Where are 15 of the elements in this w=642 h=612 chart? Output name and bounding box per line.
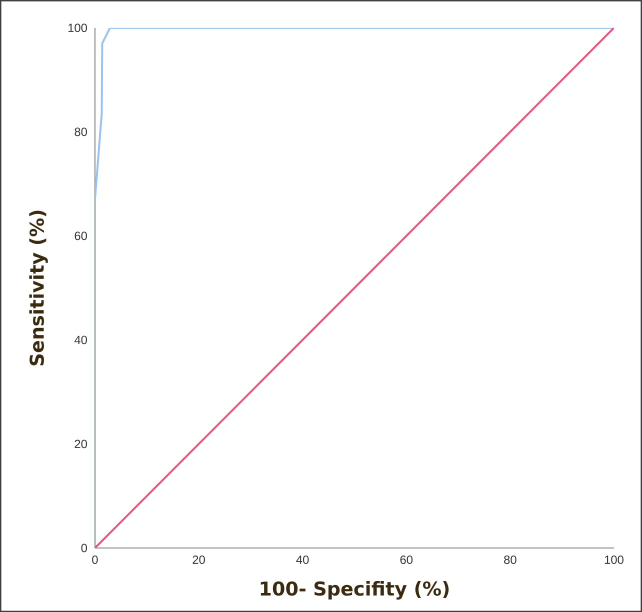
y-axis-title: Sensitivity (%) [29, 210, 48, 366]
y-tick-label: 80 [74, 128, 87, 136]
x-tick-label: 20 [192, 555, 205, 564]
y-tick-label: 20 [74, 440, 87, 448]
x-axis-title: 100- Specifity (%) [260, 581, 449, 600]
y-tick-label: 100 [68, 24, 87, 32]
x-tick-label: 0 [92, 555, 98, 564]
line-series [94, 28, 614, 548]
x-tick-label: 100 [604, 555, 624, 564]
y-tick-label: 40 [74, 336, 87, 344]
y-tick-label: 60 [74, 232, 87, 240]
x-tick-label: 60 [400, 555, 413, 564]
x-tick-label: 80 [504, 555, 516, 564]
x-tick-label: 40 [296, 555, 309, 564]
y-tick-label: 0 [81, 544, 87, 552]
